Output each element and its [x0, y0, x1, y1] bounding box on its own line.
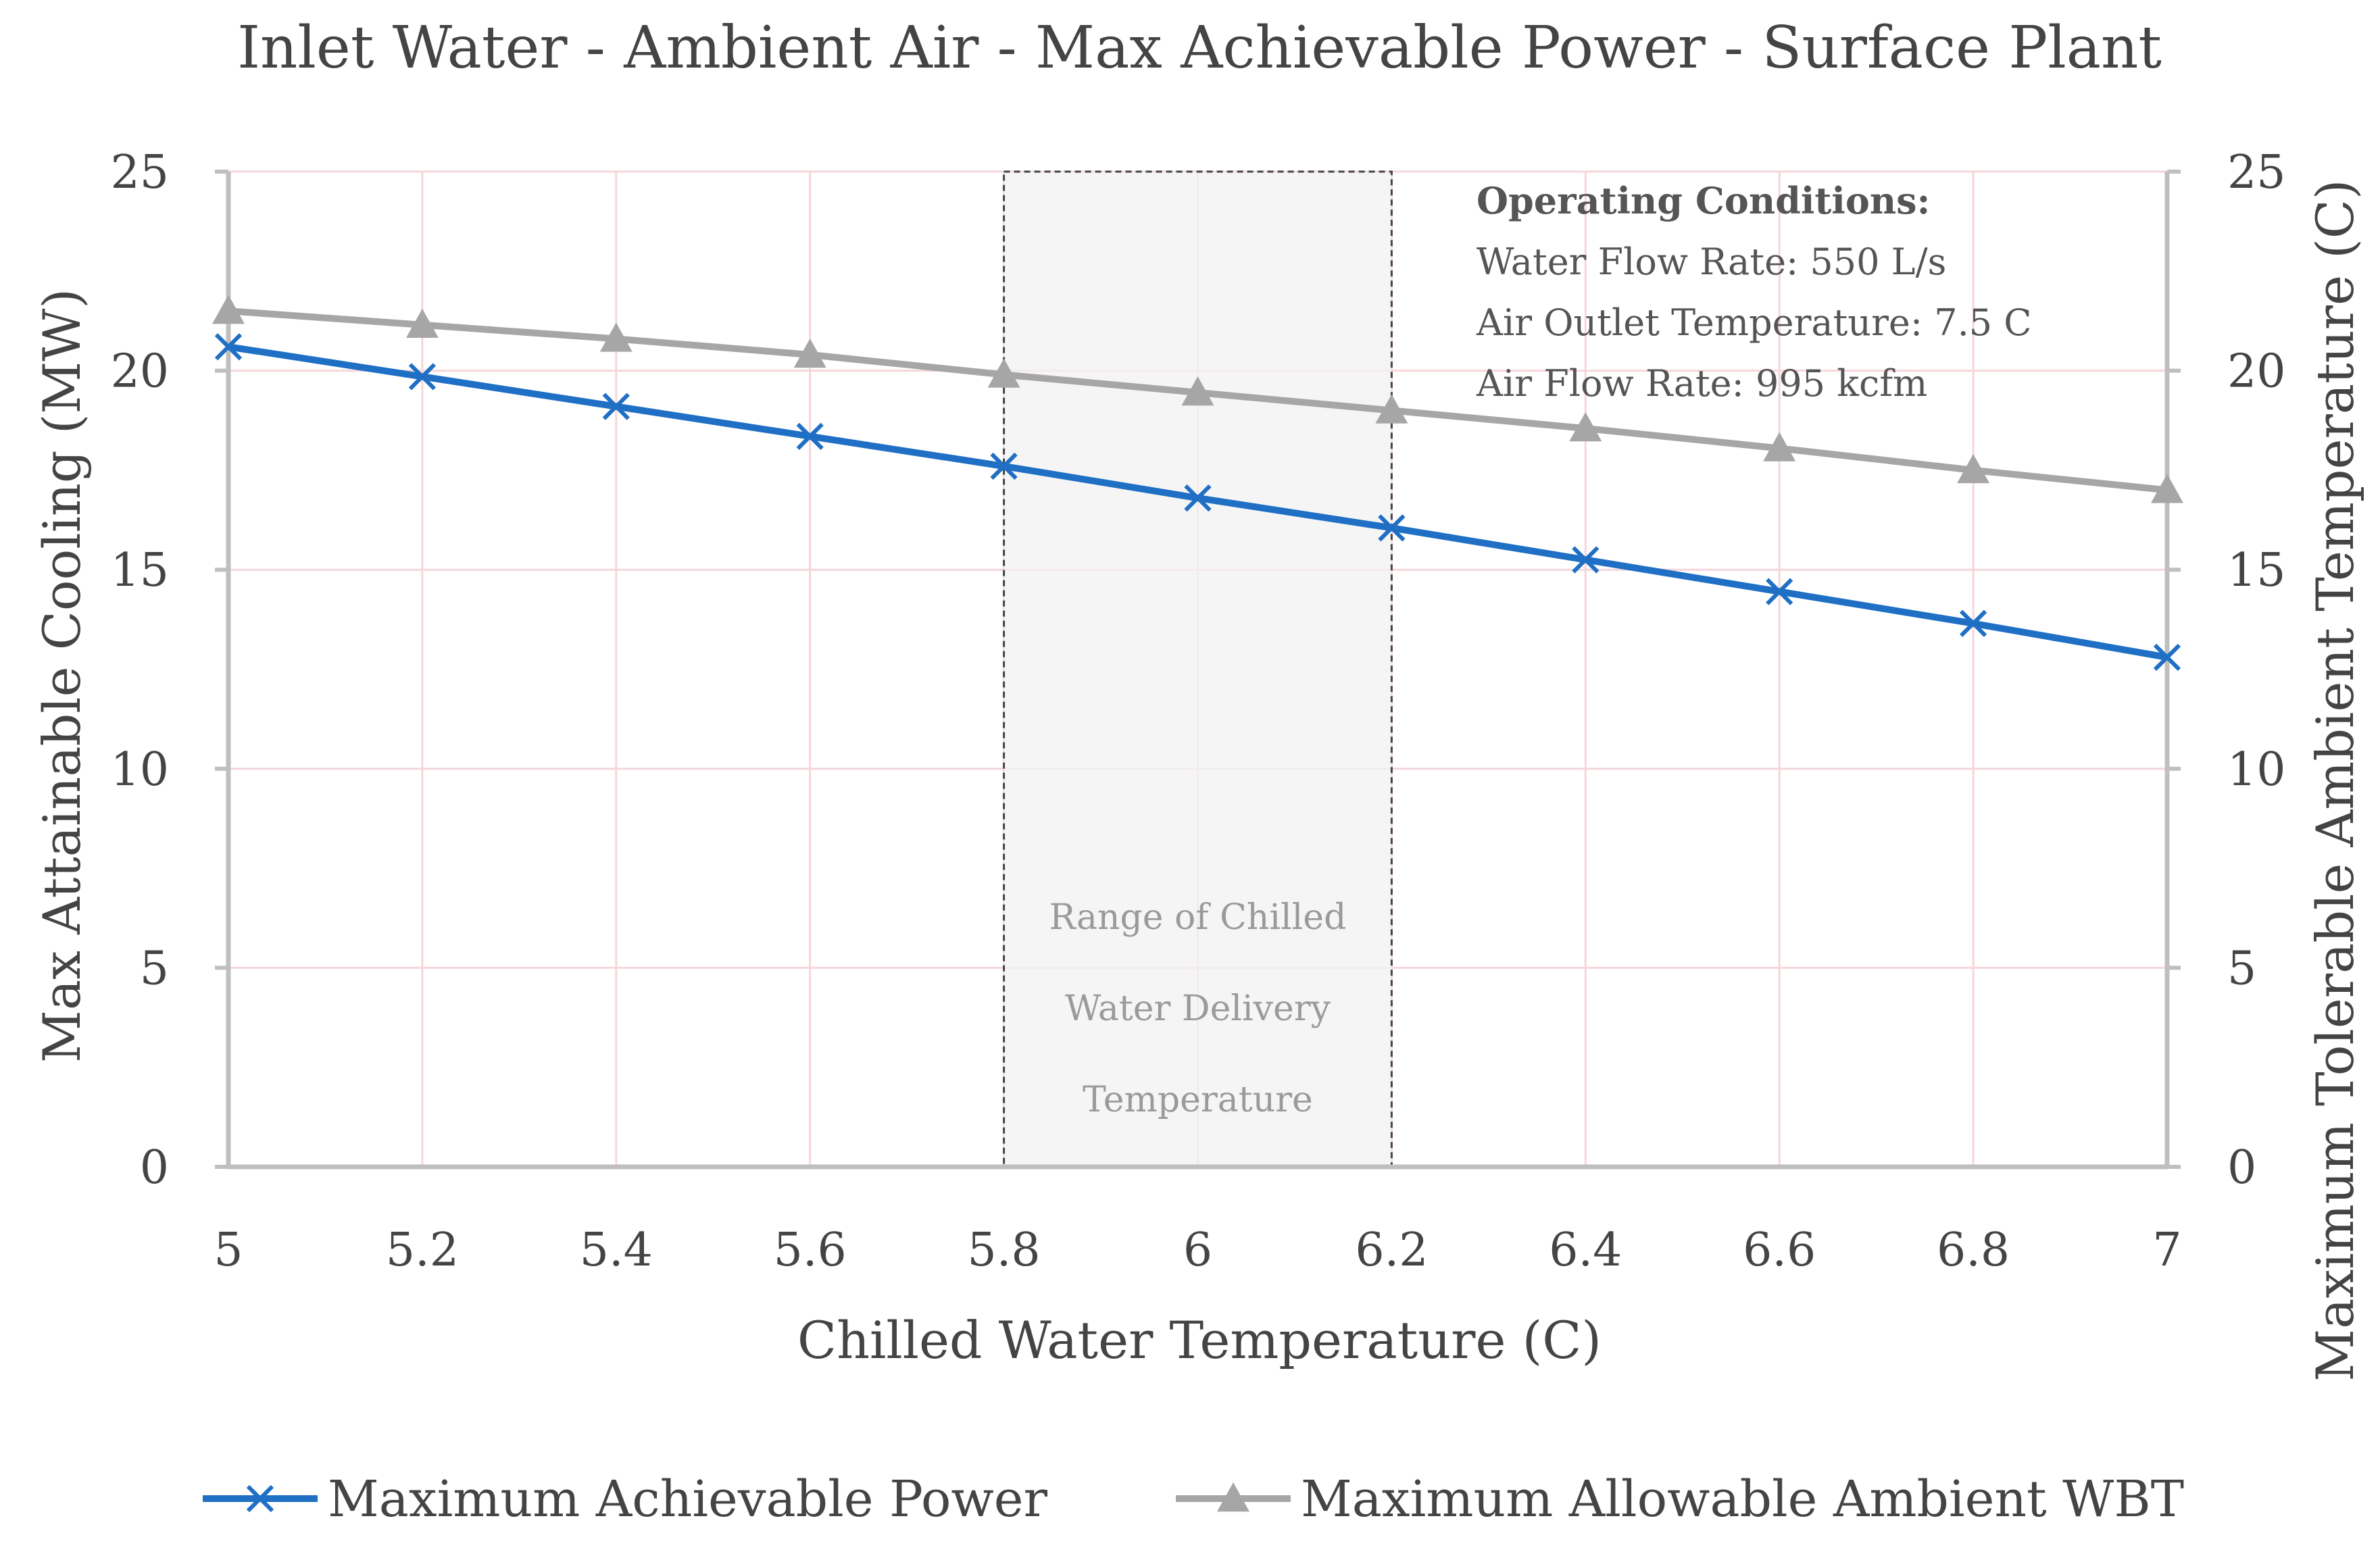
- x-tick-label: 5: [214, 1224, 243, 1277]
- legend-item-wbt: Maximum Allowable Ambient WBT: [1176, 1470, 2184, 1528]
- data-point-wbt: [987, 358, 1020, 388]
- data-point-power: [1184, 484, 1212, 512]
- y-tick-label-left: 10: [110, 743, 169, 797]
- data-point-power: [602, 393, 630, 420]
- x-tick-label: 5.4: [580, 1224, 653, 1277]
- data-point-wbt: [793, 339, 826, 368]
- y-tick-labels-right: 0 5 10 15 20 25: [2167, 146, 2286, 1195]
- y-tick-labels-left: 0 5 10 15 20 25: [110, 146, 228, 1195]
- chart-title: Inlet Water - Ambient Air - Max Achievab…: [237, 14, 2162, 82]
- series-layer: [212, 295, 2183, 671]
- y-tick-label-left: 25: [110, 146, 169, 199]
- data-point-power: [1766, 578, 1793, 605]
- data-point-wbt: [1181, 376, 1214, 406]
- x-tick-labels: 5 5.2 5.4 5.6 5.8 6 6.2 6.4 6.6 6.8 7: [214, 1224, 2181, 1277]
- data-point-power: [1959, 609, 1987, 637]
- legend-label: Maximum Achievable Power: [328, 1470, 1048, 1528]
- data-point-power: [796, 422, 824, 450]
- legend-item-power: Maximum Achievable Power: [203, 1470, 1048, 1528]
- y-tick-label-left: 5: [140, 942, 169, 995]
- operating-condition-line: Water Flow Rate: 550 L/s: [1477, 241, 1946, 283]
- x-axis-title: Chilled Water Temperature (C): [797, 1310, 1602, 1370]
- x-tick-label: 6.4: [1549, 1224, 1622, 1277]
- delivery-range-label-line: Water Delivery: [1065, 988, 1331, 1029]
- data-point-wbt: [1375, 394, 1408, 424]
- data-point-wbt: [212, 295, 245, 324]
- data-point-wbt: [2151, 474, 2183, 503]
- data-point-wbt: [1763, 432, 1796, 461]
- y-tick-label-right: 20: [2227, 345, 2286, 399]
- y-tick-label-left: 20: [110, 345, 169, 399]
- data-point-wbt: [599, 322, 633, 352]
- x-tick-label: 6.8: [1937, 1224, 2010, 1277]
- x-tick-label: 6.6: [1743, 1224, 1816, 1277]
- data-point-power: [990, 452, 1018, 480]
- operating-conditions: Operating Conditions: Water Flow Rate: 5…: [1476, 179, 2032, 405]
- x-tick-label: 6.2: [1355, 1224, 1428, 1277]
- y-tick-label-right: 25: [2227, 146, 2286, 199]
- operating-conditions-heading: Operating Conditions:: [1477, 179, 1930, 222]
- x-tick-label: 6: [1183, 1224, 1212, 1277]
- delivery-range-label-line: Range of Chilled: [1049, 897, 1347, 938]
- y-axis-title-right: Maximum Tolerable Ambient Temperature (C…: [2305, 179, 2365, 1381]
- data-point-power: [408, 363, 437, 391]
- data-point-wbt: [405, 308, 439, 339]
- operating-condition-line: Air Outlet Temperature: 7.5 C: [1476, 301, 2032, 344]
- y-axis-title-left: Max Attainable Cooling (MW): [32, 289, 92, 1063]
- delivery-range-label-line: Temperature: [1083, 1080, 1313, 1120]
- x-tick-label: 7: [2152, 1224, 2181, 1277]
- data-point-power: [2153, 643, 2181, 671]
- operating-condition-line: Air Flow Rate: 995 kcfm: [1476, 362, 1927, 405]
- legend-label: Maximum Allowable Ambient WBT: [1301, 1470, 2184, 1528]
- data-point-wbt: [1957, 453, 1990, 484]
- x-tick-label: 5.2: [386, 1224, 459, 1277]
- y-tick-label-left: 15: [110, 544, 169, 597]
- delivery-range-label: Range of Chilled Water Delivery Temperatur…: [1049, 897, 1347, 1120]
- x-tick-label: 5.6: [774, 1224, 847, 1277]
- legend-marker-triangle: [1217, 1482, 1249, 1512]
- y-tick-label-right: 10: [2227, 743, 2286, 797]
- y-tick-label-right: 0: [2227, 1141, 2256, 1195]
- data-point-power: [1572, 546, 1600, 574]
- y-tick-label-right: 5: [2227, 942, 2256, 995]
- x-tick-label: 5.8: [968, 1224, 1041, 1277]
- legend: Maximum Achievable Power Maximum Allowabl…: [203, 1470, 2184, 1528]
- data-point-power: [1378, 514, 1406, 542]
- delivery-temperature-range: [1003, 170, 1393, 1168]
- data-point-wbt: [1569, 412, 1602, 442]
- legend-marker-x: [246, 1484, 274, 1513]
- data-point-power: [214, 333, 243, 361]
- y-tick-label-left: 0: [140, 1141, 169, 1195]
- y-tick-label-right: 15: [2227, 544, 2286, 597]
